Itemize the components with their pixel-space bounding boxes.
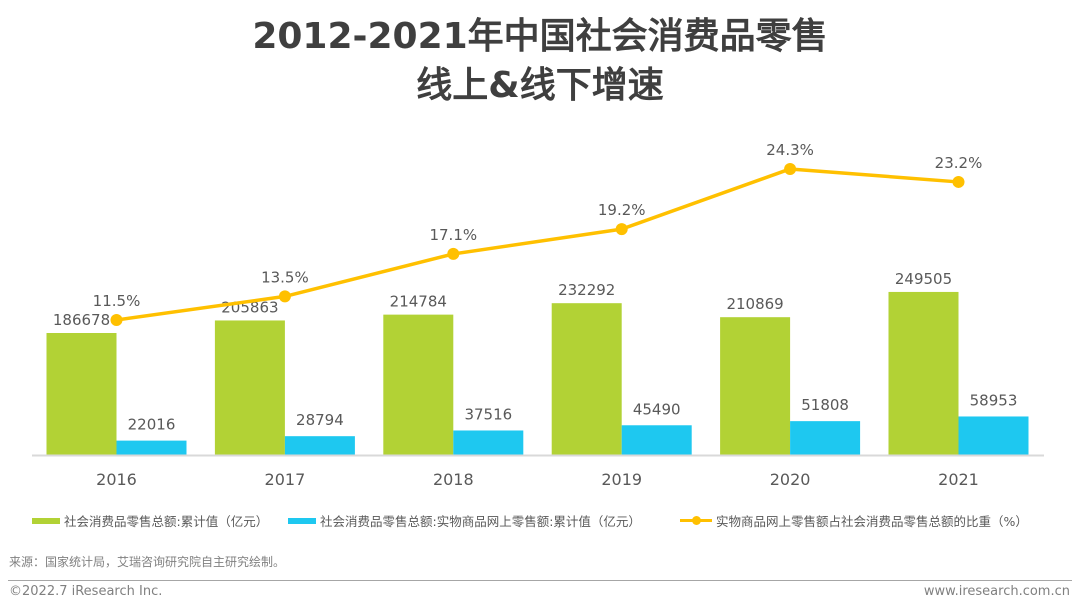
legend-item-online-retail[interactable]: 社会消费品零售总额:实物商品网上零售额:累计值（亿元）: [288, 511, 641, 530]
chart-title-line-2: 线上&线下增速: [416, 65, 664, 106]
blue-bar-swatch-icon: [288, 517, 316, 524]
chart-title-line-1: 2012-2021年中国社会消费品零售: [252, 16, 828, 57]
bar-value-label: 58953: [970, 391, 1018, 409]
x-tick-label: 2016: [96, 470, 137, 489]
x-tick-label: 2019: [601, 470, 642, 489]
bar-value-label: 51808: [801, 396, 849, 414]
bar-online-retail-2018: [453, 430, 524, 455]
website-link[interactable]: www.iresearch.com.cn: [923, 584, 1070, 599]
line-value-label: 13.5%: [261, 268, 309, 286]
x-axis-ticks: 2016 2017 2018 2019 2020 2021: [96, 470, 979, 489]
line-value-label: 24.3%: [766, 141, 814, 159]
x-tick-label: 2020: [770, 470, 811, 489]
x-tick-label: 2021: [938, 470, 979, 489]
bar-value-label: 37516: [464, 405, 512, 423]
bar-online-retail-2019: [621, 425, 692, 455]
line-point-2019: [615, 223, 628, 236]
line-point-2020: [784, 162, 797, 175]
yellow-line-marker-icon: [680, 516, 712, 525]
legend-label: 社会消费品零售总额:累计值（亿元）: [64, 514, 269, 529]
bar-value-label: 22016: [128, 416, 176, 434]
line-point-2018: [447, 247, 460, 260]
bar-total-retail-2019: [551, 303, 622, 455]
line-value-label: 23.2%: [935, 154, 983, 172]
line-point-2016: [110, 314, 123, 326]
combo-chart: 2016 2017 2018 2019 2020 2021 186678220162058…: [32, 141, 1044, 489]
bar-value-label: 232292: [558, 281, 615, 299]
bar-online-retail-2020: [790, 421, 861, 455]
legend-item-total-retail[interactable]: 社会消费品零售总额:累计值（亿元）: [32, 511, 268, 530]
series-total-retail-bars: [46, 291, 959, 455]
bar-value-labels: 1866782201620586328794214784375162322924…: [53, 270, 1017, 434]
footer-divider: [8, 580, 1072, 581]
bar-total-retail-2018: [383, 314, 454, 455]
x-tick-label: 2018: [433, 470, 474, 489]
line-value-label: 19.2%: [598, 201, 646, 219]
line-value-label: 11.5%: [93, 292, 141, 310]
bar-total-retail-2016: [46, 333, 117, 455]
line-point-2017: [278, 290, 291, 303]
bar-total-retail-2020: [720, 317, 791, 455]
line-point-2021: [952, 175, 965, 188]
green-bar-swatch-icon: [32, 517, 60, 524]
bar-online-retail-2016: [116, 440, 187, 455]
x-tick-label: 2017: [265, 470, 306, 489]
bar-online-retail-2017: [284, 436, 355, 455]
line-path: [116, 167, 959, 322]
copyright-text: ©2022.7 iResearch Inc.: [9, 584, 163, 599]
bar-total-retail-2021: [888, 291, 959, 455]
bar-value-label: 214784: [390, 293, 447, 311]
line-value-label: 17.1%: [429, 226, 477, 244]
source-note: 来源：国家统计局，艾瑞咨询研究院自主研究绘制。: [9, 555, 286, 569]
line-value-labels: 11.5% 13.5% 17.1% 19.2% 24.3% 23.2%: [93, 141, 983, 310]
bar-value-label: 210869: [726, 295, 783, 313]
bar-value-label: 45490: [633, 400, 681, 418]
legend-label: 实物商品网上零售额占社会消费品零售总额的比重（%）: [716, 514, 1028, 529]
bar-value-label: 186678: [53, 311, 110, 329]
series-online-share-line: [110, 162, 965, 326]
series-online-retail-bars: [116, 416, 1029, 455]
legend-item-online-share[interactable]: 实物商品网上零售额占社会消费品零售总额的比重（%）: [680, 511, 1028, 530]
bar-value-label: 249505: [895, 270, 952, 288]
bar-total-retail-2017: [214, 320, 285, 455]
bar-online-retail-2021: [958, 416, 1029, 455]
legend: 社会消费品零售总额:累计值（亿元） 社会消费品零售总额:实物商品网上零售额:累计…: [0, 511, 1080, 531]
legend-label: 社会消费品零售总额:实物商品网上零售额:累计值（亿元）: [320, 514, 641, 529]
bar-value-label: 28794: [296, 411, 344, 429]
